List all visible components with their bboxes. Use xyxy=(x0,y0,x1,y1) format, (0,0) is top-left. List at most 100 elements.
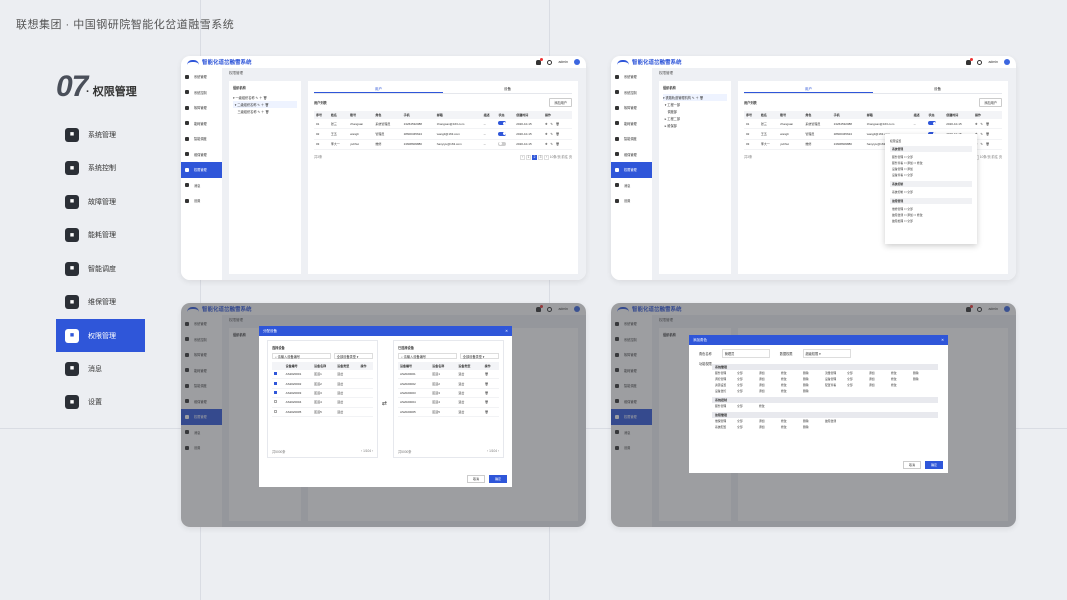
status-toggle[interactable] xyxy=(498,141,507,146)
sidebar-item[interactable]: 设置 xyxy=(611,193,652,209)
permission-option[interactable]: ☐ 添加 xyxy=(903,161,913,165)
gear-icon[interactable] xyxy=(547,59,553,65)
type-select[interactable]: 全部设备类型 ▾ xyxy=(333,353,373,359)
avatar[interactable] xyxy=(574,59,580,65)
delete-icon[interactable]: 🗑 xyxy=(482,397,499,408)
sidebar-item[interactable]: 系统控制 xyxy=(181,85,222,101)
permission-option[interactable]: ☐ 添加 xyxy=(903,213,913,217)
permission-option[interactable]: 修改 xyxy=(781,419,787,423)
permission-option[interactable]: 删除 xyxy=(803,419,809,423)
page-button[interactable]: 2 xyxy=(531,155,537,161)
org-node[interactable]: ▾ 一级组织名称 ✎ ＋ 🗑 xyxy=(233,96,268,100)
tab[interactable]: 设备 xyxy=(934,87,941,91)
table-row[interactable]: AS2020004 区道4 道岔 🗑 xyxy=(398,397,499,408)
permission-option[interactable]: 添加 xyxy=(869,377,875,381)
prev-page-button[interactable]: ‹ xyxy=(519,155,525,161)
menu-item[interactable]: ■ 维保管理 xyxy=(56,286,145,320)
org-node[interactable]: ▸ 工程二部 xyxy=(663,117,681,121)
close-icon[interactable]: ✕ xyxy=(505,329,508,333)
permission-option[interactable]: 添加 xyxy=(869,371,875,375)
row-actions[interactable]: ✥ ✎ 🗑 xyxy=(542,119,572,130)
table-row[interactable]: AS2020005 区道5 道岔 🗑 xyxy=(398,407,499,417)
add-user-button[interactable]: 添加用户 xyxy=(549,98,572,107)
sidebar-item[interactable]: 权限管理 xyxy=(181,162,222,178)
permission-option[interactable]: 添加 xyxy=(759,371,765,375)
transfer-icon[interactable]: ⇄ xyxy=(382,401,388,407)
permission-option[interactable]: ☐ 全部 xyxy=(903,155,913,159)
tab[interactable]: 设备 xyxy=(504,87,511,91)
permission-option[interactable]: 全部 xyxy=(847,377,853,381)
permission-option[interactable]: 添加 xyxy=(759,377,765,381)
search-input[interactable]: ⌕ 请输入设备编号 xyxy=(398,353,457,359)
permission-option[interactable]: 修改 xyxy=(891,371,897,375)
permission-option[interactable]: ☐ 添加 xyxy=(903,167,913,171)
sidebar-item[interactable]: 消息 xyxy=(181,178,222,194)
permission-option[interactable]: 添加 xyxy=(759,383,765,387)
sidebar-item[interactable]: 智能调度 xyxy=(611,131,652,147)
permission-row[interactable]: 故障监测 ☐ 添加 ☐ 修改 xyxy=(890,212,972,218)
status-toggle[interactable] xyxy=(928,121,937,126)
row-checkbox[interactable] xyxy=(274,400,277,404)
permission-option[interactable]: 修改 xyxy=(781,377,787,381)
type-select[interactable]: 全部设备类型 ▾ xyxy=(459,353,499,359)
confirm-button[interactable]: 确定 xyxy=(488,475,507,483)
row-actions[interactable]: ✥ ✎ 🗑 xyxy=(972,119,1002,130)
permission-option[interactable]: 删除 xyxy=(803,425,809,429)
sidebar-item[interactable]: 设置 xyxy=(181,193,222,209)
permission-row[interactable]: 维修管理 ☐ 全部 xyxy=(890,206,972,212)
permission-option[interactable]: 全部 xyxy=(737,419,743,423)
delete-icon[interactable]: 🗑 xyxy=(482,378,499,389)
permission-option[interactable]: 删除 xyxy=(803,383,809,387)
org-node[interactable]: ▾ 二级组织名称 ✎ ＋ 🗑 xyxy=(233,101,297,108)
sidebar-item[interactable]: 权限管理 xyxy=(611,162,652,178)
row-checkbox[interactable] xyxy=(274,381,277,385)
org-node[interactable]: ▾ 工程一部 xyxy=(663,103,681,107)
page-button[interactable]: 1 xyxy=(525,155,531,161)
tab[interactable]: 用户 xyxy=(744,85,873,93)
close-icon[interactable]: ✕ xyxy=(941,338,944,342)
menu-item[interactable]: ■ 能耗管理 xyxy=(56,219,145,253)
permission-option[interactable]: 修改 xyxy=(759,404,765,408)
pager[interactable]: ‹ 1/104 › xyxy=(487,449,499,453)
table-row[interactable]: AS2020001 区道1 道岔 xyxy=(272,370,373,380)
status-toggle[interactable] xyxy=(928,131,937,136)
row-actions[interactable]: ✥ ✎ 🗑 xyxy=(542,128,572,140)
row-actions[interactable]: ✥ ✎ 🗑 xyxy=(972,128,1002,140)
pager[interactable]: ‹ 1/104 › xyxy=(361,449,373,453)
row-checkbox[interactable] xyxy=(274,372,277,376)
delete-icon[interactable]: 🗑 xyxy=(482,388,499,399)
sidebar-item[interactable]: 能耗管理 xyxy=(611,116,652,132)
menu-item[interactable]: ■ 设置 xyxy=(56,386,145,420)
permission-option[interactable]: 修改 xyxy=(781,425,787,429)
menu-item[interactable]: ■ 权限管理 xyxy=(56,319,145,352)
menu-item[interactable]: ■ 系统控制 xyxy=(56,152,145,186)
permission-option[interactable]: 删除 xyxy=(803,377,809,381)
sidebar-item[interactable]: 系统管理 xyxy=(181,69,222,85)
permission-option[interactable]: 全部 xyxy=(847,371,853,375)
table-row[interactable]: AS2020005 区道5 道岔 xyxy=(272,407,373,417)
permission-row[interactable]: 服务查看 ☐ 添加 ☐ 修改 xyxy=(890,160,972,166)
menu-item[interactable]: ■ 系统管理 xyxy=(56,118,145,152)
permission-row[interactable]: 设备管理 ☐ 添加 xyxy=(890,166,972,172)
permission-option[interactable]: 修改 xyxy=(781,383,787,387)
permission-option[interactable]: 全部 xyxy=(737,377,743,381)
row-actions[interactable]: ✥ ✎ 🗑 xyxy=(542,139,572,151)
avatar[interactable] xyxy=(1004,59,1010,65)
permission-option[interactable]: ☐ 全部 xyxy=(903,207,913,211)
permission-option[interactable]: 修改 xyxy=(891,383,897,387)
menu-item[interactable]: ■ 故障管理 xyxy=(56,185,145,219)
cancel-button[interactable]: 取消 xyxy=(466,475,485,483)
sidebar-item[interactable]: 系统管理 xyxy=(611,69,652,85)
permission-row[interactable]: 设备查看 ☐ 全部 xyxy=(890,172,972,178)
permission-option[interactable]: 全部 xyxy=(737,425,743,429)
gear-icon[interactable] xyxy=(977,59,983,65)
permission-option[interactable]: 添加 xyxy=(759,425,765,429)
permission-option[interactable]: 修改 xyxy=(781,389,787,393)
table-row[interactable]: AS2020002 区道2 道岔 xyxy=(272,378,373,389)
bell-icon[interactable] xyxy=(536,57,544,65)
permission-option[interactable]: ☐ 修改 xyxy=(912,213,923,217)
table-row[interactable]: 01 张三 zhangsan 系统管理员 13264532088 zhangsan@163… xyxy=(314,119,572,130)
permission-option[interactable]: 全部 xyxy=(737,371,743,375)
delete-icon[interactable]: 🗑 xyxy=(482,407,499,417)
